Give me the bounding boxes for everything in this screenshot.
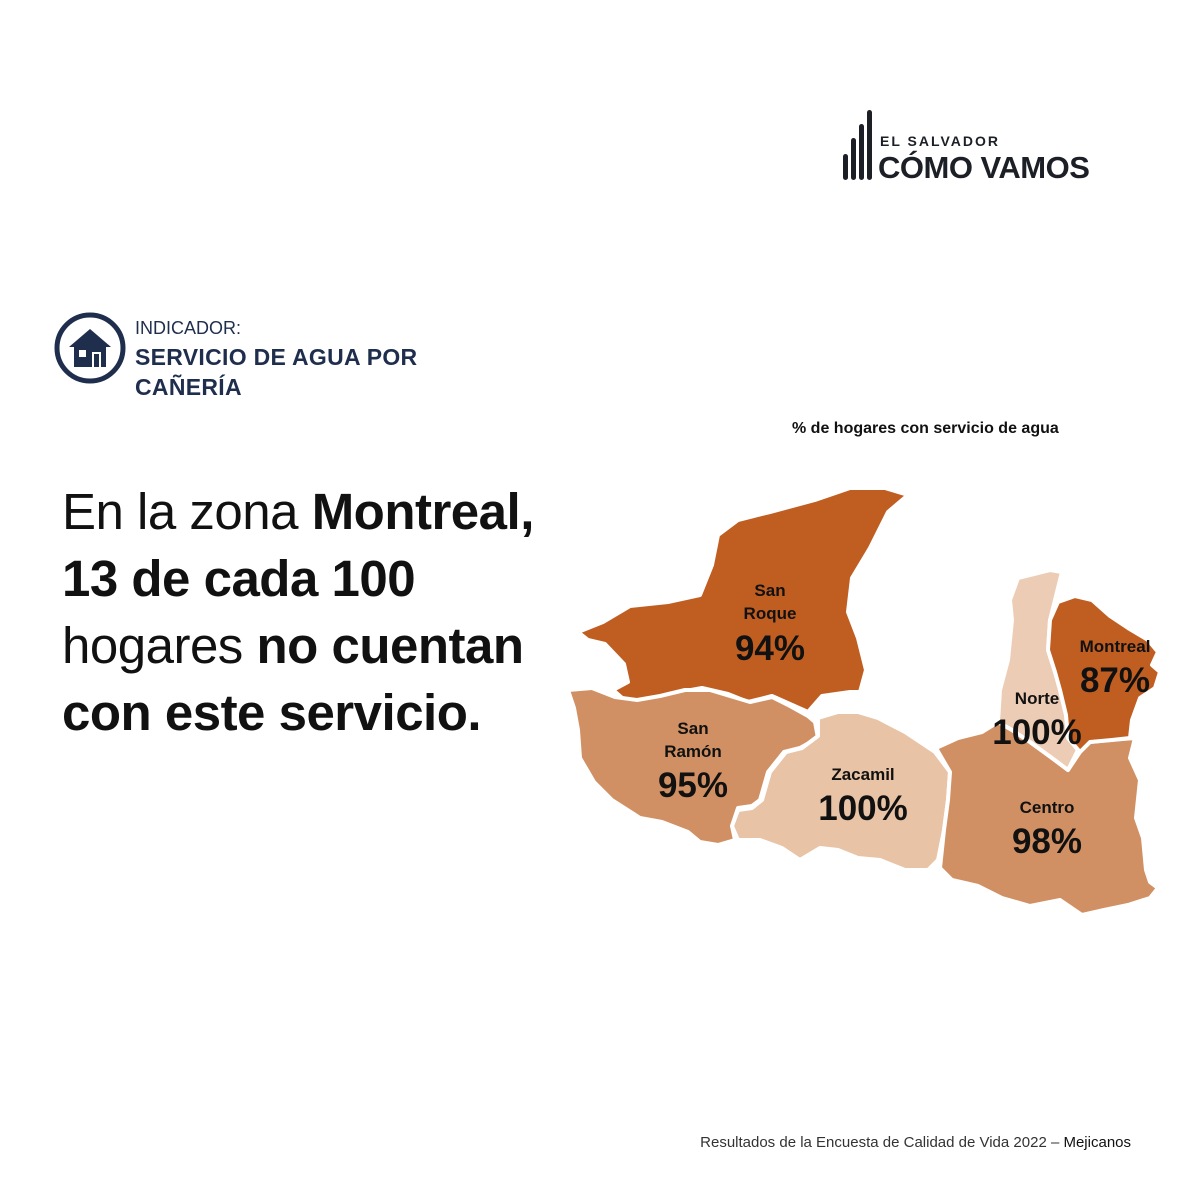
label-norte-value: 100% xyxy=(992,713,1082,752)
headline-part2: Montreal, 13 de cada 100 xyxy=(62,483,534,607)
label-norte-name: Norte xyxy=(1015,689,1059,708)
region-zacamil xyxy=(730,710,952,872)
label-san-ramon-name-1: San xyxy=(677,719,708,738)
headline: En la zona Montreal, 13 de cada 100 hoga… xyxy=(62,478,562,746)
indicator-label: INDICADOR: xyxy=(135,318,242,338)
headline-part1: En la zona xyxy=(62,483,312,540)
indicator-title: SERVICIO DE AGUA POR CAÑERÍA xyxy=(135,344,418,400)
label-san-roque-name-2: Roque xyxy=(744,604,797,623)
label-zacamil-name: Zacamil xyxy=(831,765,894,784)
logo: EL SALVADOR CÓMO VAMOS xyxy=(843,110,1123,185)
footer-source: Resultados de la Encuesta de Calidad de … xyxy=(700,1134,1131,1151)
label-montreal-value: 87% xyxy=(1080,661,1150,700)
label-montreal-name: Montreal xyxy=(1080,637,1151,656)
label-san-roque-name-1: San xyxy=(754,581,785,600)
footer-text: Resultados de la Encuesta de Calidad de … xyxy=(700,1134,1064,1151)
headline-part3: hogares xyxy=(62,617,257,674)
region-montreal xyxy=(1046,594,1162,754)
label-zacamil-value: 100% xyxy=(818,789,908,828)
logo-bars-icon xyxy=(843,110,873,180)
label-san-ramon-value: 95% xyxy=(658,766,728,805)
region-san-roque xyxy=(576,486,910,714)
logo-line2: CÓMO VAMOS xyxy=(878,150,1090,185)
logo-line1: EL SALVADOR xyxy=(880,133,1001,149)
label-san-roque-value: 94% xyxy=(735,629,805,668)
label-centro-name: Centro xyxy=(1020,798,1075,817)
map-caption: % de hogares con servicio de agua xyxy=(792,420,1059,437)
label-san-ramon-name-2: Ramón xyxy=(664,742,722,761)
footer-place: Mejicanos xyxy=(1063,1134,1131,1151)
headline-part4: no cuentan con este servicio. xyxy=(62,617,524,741)
house-icon xyxy=(54,312,126,384)
label-centro-value: 98% xyxy=(1012,822,1082,861)
